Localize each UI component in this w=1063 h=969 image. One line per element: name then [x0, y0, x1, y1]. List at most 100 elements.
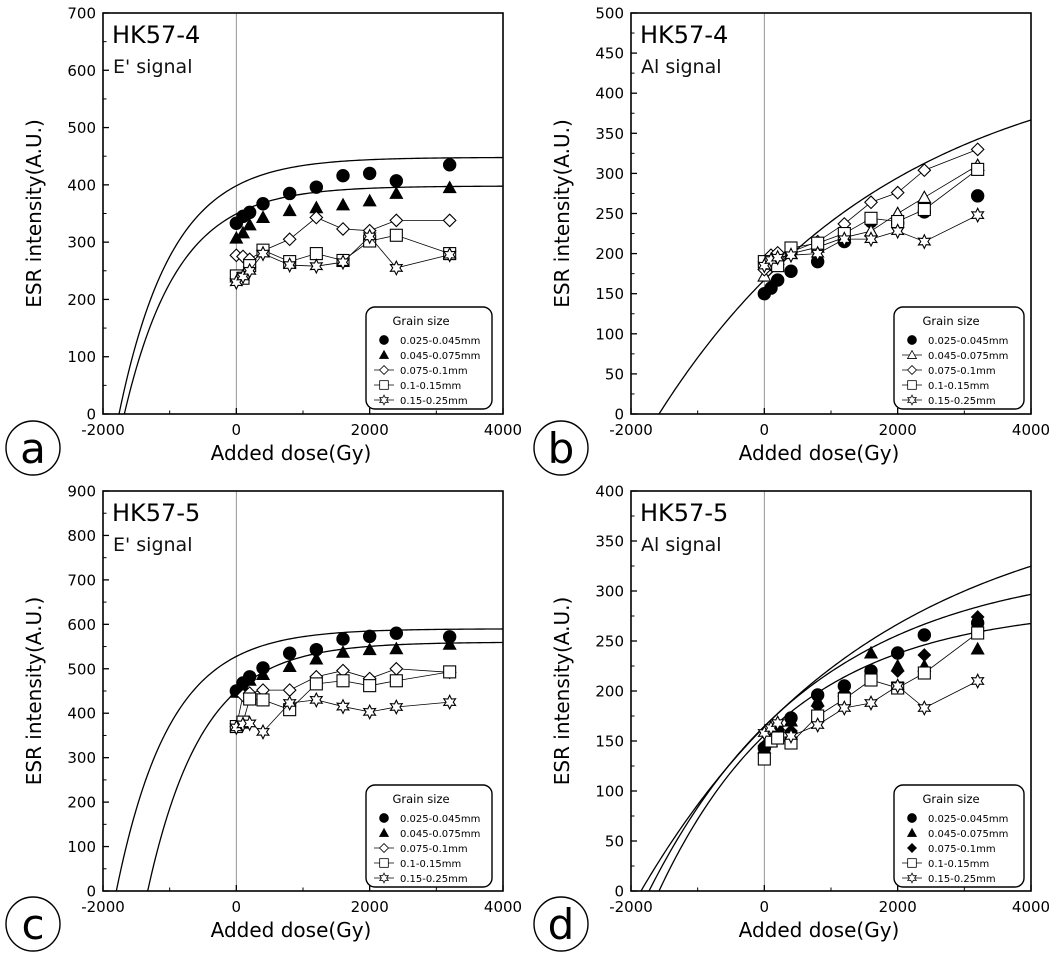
data-point	[235, 225, 251, 239]
data-point	[362, 642, 377, 656]
data-point	[256, 693, 270, 707]
data-point	[309, 210, 324, 225]
legend-marker	[378, 842, 390, 854]
data-point	[917, 666, 931, 680]
legend-marker	[378, 827, 390, 837]
legend-title: Grain size	[922, 314, 979, 328]
y-tick-label: 100	[595, 783, 624, 801]
legend-title: Grain size	[922, 792, 979, 806]
legend-marker	[907, 380, 917, 390]
data-point	[810, 245, 825, 262]
data-point	[863, 645, 879, 659]
legend-label: 0.15-0.25mm	[928, 874, 996, 885]
legend-label: 0.025-0.045mm	[928, 814, 1008, 825]
legend-label: 0.025-0.045mm	[400, 336, 480, 347]
x-tick-label: 0	[760, 421, 770, 439]
y-tick-label: 600	[67, 616, 96, 634]
legend-marker	[379, 858, 389, 868]
data-point	[917, 202, 931, 217]
legend-label: 0.045-0.075mm	[928, 351, 1008, 362]
data-point	[336, 168, 350, 183]
data-point	[256, 723, 270, 740]
y-axis-label: ESR intensity(A.U.)	[550, 119, 574, 308]
x-tick-label: 2000	[351, 421, 389, 439]
y-tick-label: 450	[595, 45, 624, 63]
data-point	[890, 223, 905, 240]
x-tick-label: 0	[232, 898, 242, 916]
legend-entry: 0.075-0.1mm	[374, 364, 468, 377]
legend-entry: 0.1-0.15mm	[374, 380, 461, 392]
legend-box	[365, 306, 493, 410]
data-point	[309, 651, 324, 665]
data-point	[389, 626, 404, 640]
x-tick-label: -2000	[609, 421, 653, 439]
y-tick-label: 400	[595, 85, 624, 103]
data-point	[837, 231, 852, 248]
series-0.15-0.25mm	[229, 228, 457, 291]
data-point	[917, 628, 932, 642]
y-tick-label: 150	[595, 285, 624, 303]
data-point	[242, 205, 257, 220]
x-tick-label: -2000	[609, 898, 653, 916]
data-point	[784, 264, 798, 278]
panel-title: HK57-4	[640, 21, 728, 49]
data-point	[442, 158, 457, 172]
data-point	[970, 610, 985, 624]
y-tick-label: 350	[595, 533, 624, 551]
y-tick-label: 100	[595, 325, 624, 343]
y-tick-label: 350	[595, 125, 624, 143]
legend-marker	[906, 872, 918, 884]
fit-curve-3	[658, 622, 1031, 891]
y-tick-label: 0	[86, 883, 96, 901]
data-point	[443, 665, 457, 679]
x-tick-label: -2000	[81, 421, 125, 439]
data-point	[864, 694, 878, 712]
data-point	[242, 217, 257, 231]
legend-entry: 0.075-0.1mm	[902, 364, 996, 377]
data-point	[389, 674, 403, 688]
series-0.15-0.25mm	[757, 207, 985, 274]
legend-label: 0.15-0.25mm	[400, 874, 468, 885]
series-0.045-0.075mm	[229, 180, 457, 244]
fit-curve-1	[115, 628, 503, 891]
data-point	[363, 679, 377, 693]
data-point	[771, 731, 785, 745]
y-tick-label: 300	[595, 583, 624, 601]
legend-marker	[907, 335, 917, 345]
legend-title: Grain size	[392, 792, 449, 806]
data-point	[362, 629, 377, 644]
legend-entry: 0.15-0.25mm	[902, 394, 996, 407]
legend-title: Grain size	[392, 314, 449, 328]
data-point	[837, 699, 852, 717]
legend-marker	[906, 394, 918, 406]
data-point	[335, 197, 351, 211]
legend-marker	[907, 843, 917, 853]
legend: Grain size 0.025-0.045mm 0.045-0.075mm 0.07…	[893, 306, 1025, 410]
y-tick-label: 400	[67, 705, 96, 723]
data-point	[389, 174, 404, 188]
legend-entry: 0.025-0.045mm	[379, 813, 480, 825]
y-tick-label: 150	[595, 733, 624, 751]
x-tick-label: 0	[232, 421, 242, 439]
legend-label: 0.1-0.15mm	[400, 381, 461, 392]
legend-marker	[906, 827, 918, 837]
legend-entry: 0.15-0.25mm	[374, 872, 468, 885]
legend-box	[365, 784, 493, 888]
y-tick-label: 250	[595, 205, 624, 223]
badge-circle	[533, 420, 589, 476]
data-point	[282, 683, 297, 698]
data-point	[242, 715, 257, 732]
y-tick-label: 200	[595, 683, 624, 701]
data-point	[442, 246, 457, 263]
data-point	[282, 694, 297, 712]
x-tick-label: -2000	[81, 898, 125, 916]
x-axis-label: Added dose(Gy)	[739, 441, 900, 465]
panel-letter: c	[21, 900, 44, 949]
panel-subtitle: E' signal	[113, 56, 192, 78]
y-tick-label: 50	[605, 833, 624, 851]
data-point	[757, 752, 771, 766]
